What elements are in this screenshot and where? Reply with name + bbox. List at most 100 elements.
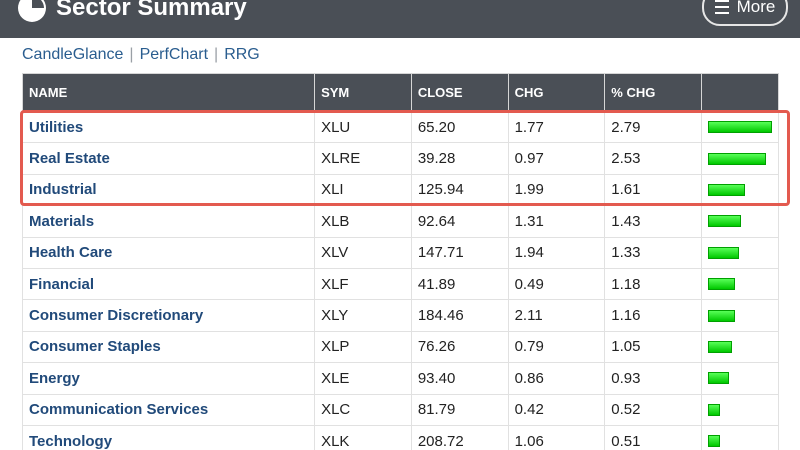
performance-bar-cell (700, 362, 780, 395)
col-pct-chg[interactable]: % CHG (604, 73, 702, 112)
table-row[interactable]: Technology XLK 208.72 1.06 0.51 (21, 424, 780, 450)
sector-symbol[interactable]: XLC (314, 393, 412, 426)
link-separator: | (129, 46, 134, 63)
percent-change-value: 1.33 (604, 236, 702, 269)
change-value: 0.79 (507, 330, 606, 364)
link-separator: | (214, 46, 219, 63)
performance-bar-cell (700, 205, 780, 238)
change-value: 0.97 (507, 142, 606, 175)
close-value: 65.20 (410, 110, 509, 144)
performance-bar-cell (700, 236, 780, 269)
performance-bar (707, 246, 739, 259)
change-value: 0.86 (507, 362, 606, 395)
header-bar: Sector Summary More (0, 0, 800, 38)
sector-symbol[interactable]: XLF (314, 267, 412, 301)
sector-name[interactable]: Financial (21, 267, 316, 301)
performance-bar (707, 183, 745, 196)
col-sym[interactable]: SYM (314, 73, 412, 112)
performance-bar-cell (700, 330, 780, 364)
table-row[interactable]: Financial XLF 41.89 0.49 1.18 (21, 267, 780, 301)
table-row[interactable]: Health Care XLV 147.71 1.94 1.33 (21, 236, 780, 269)
percent-change-value: 0.51 (604, 424, 702, 450)
performance-bar-cell (700, 424, 780, 450)
percent-change-value: 0.93 (604, 362, 702, 395)
view-links: CandleGlance | PerfChart | RRG (22, 46, 260, 64)
percent-change-value: 1.43 (604, 205, 702, 238)
percent-change-value: 0.52 (604, 393, 702, 426)
sector-symbol[interactable]: XLB (314, 205, 412, 238)
sector-symbol[interactable]: XLE (314, 362, 412, 395)
table-row[interactable]: Industrial XLI 125.94 1.99 1.61 (21, 173, 780, 207)
sector-name[interactable]: Materials (21, 205, 316, 238)
rrg-link[interactable]: RRG (224, 46, 260, 63)
sector-name[interactable]: Communication Services (21, 393, 316, 426)
table-row[interactable]: Consumer Discretionary XLY 184.46 2.11 1.16 (21, 299, 780, 332)
perfchart-link[interactable]: PerfChart (139, 46, 209, 63)
title-group: Sector Summary (18, 0, 247, 24)
performance-bar (707, 403, 720, 416)
sector-name[interactable]: Energy (21, 362, 316, 395)
change-value: 2.11 (507, 299, 606, 332)
performance-bar-cell (700, 393, 780, 426)
sector-symbol[interactable]: XLK (314, 424, 412, 450)
sector-name[interactable]: Utilities (21, 110, 316, 144)
candleglance-link[interactable]: CandleGlance (22, 46, 124, 63)
table-row[interactable]: Energy XLE 93.40 0.86 0.93 (21, 362, 780, 395)
change-value: 1.06 (507, 424, 606, 450)
close-value: 41.89 (410, 267, 509, 301)
close-value: 208.72 (410, 424, 509, 450)
sector-name[interactable]: Consumer Staples (21, 330, 316, 364)
performance-bar (707, 340, 732, 353)
pie-chart-icon (18, 0, 46, 22)
table-row[interactable]: Communication Services XLC 81.79 0.42 0.52 (21, 393, 780, 426)
sector-symbol[interactable]: XLY (314, 299, 412, 332)
change-value: 1.31 (507, 205, 606, 238)
menu-icon (714, 0, 729, 14)
change-value: 1.77 (507, 110, 606, 144)
close-value: 147.71 (410, 236, 509, 269)
percent-change-value: 1.61 (604, 173, 702, 207)
performance-bar-cell (700, 299, 780, 332)
performance-bar-cell (700, 173, 780, 207)
close-value: 184.46 (410, 299, 509, 332)
percent-change-value: 2.53 (604, 142, 702, 175)
table-row[interactable]: Utilities XLU 65.20 1.77 2.79 (21, 110, 780, 144)
sector-symbol[interactable]: XLP (314, 330, 412, 364)
col-bar (700, 73, 780, 112)
sector-name[interactable]: Technology (21, 424, 316, 450)
performance-bar (707, 435, 720, 448)
table-row[interactable]: Materials XLB 92.64 1.31 1.43 (21, 205, 780, 238)
change-value: 0.42 (507, 393, 606, 426)
sector-name[interactable]: Industrial (21, 173, 316, 207)
more-button[interactable]: More (702, 0, 788, 26)
col-close[interactable]: CLOSE (410, 73, 509, 112)
performance-bar-cell (700, 142, 780, 175)
performance-bar (707, 121, 772, 134)
col-name[interactable]: NAME (21, 73, 316, 112)
performance-bar-cell (700, 110, 780, 144)
change-value: 1.94 (507, 236, 606, 269)
sector-symbol[interactable]: XLV (314, 236, 412, 269)
close-value: 93.40 (410, 362, 509, 395)
sector-symbol[interactable]: XLU (314, 110, 412, 144)
table-row[interactable]: Real Estate XLRE 39.28 0.97 2.53 (21, 142, 780, 175)
table-row[interactable]: Consumer Staples XLP 76.26 0.79 1.05 (21, 330, 780, 364)
change-value: 0.49 (507, 267, 606, 301)
close-value: 81.79 (410, 393, 509, 426)
percent-change-value: 2.79 (604, 110, 702, 144)
sector-symbol[interactable]: XLI (314, 173, 412, 207)
sector-name[interactable]: Consumer Discretionary (21, 299, 316, 332)
performance-bar (707, 215, 741, 228)
close-value: 39.28 (410, 142, 509, 175)
sector-table: NAME SYM CLOSE CHG % CHG Utilities XLU 65.… (21, 73, 780, 450)
close-value: 76.26 (410, 330, 509, 364)
sector-name[interactable]: Real Estate (21, 142, 316, 175)
performance-bar (707, 372, 729, 385)
performance-bar (707, 309, 735, 322)
sector-symbol[interactable]: XLRE (314, 142, 412, 175)
col-chg[interactable]: CHG (507, 73, 606, 112)
close-value: 125.94 (410, 173, 509, 207)
performance-bar-cell (700, 267, 780, 301)
sector-name[interactable]: Health Care (21, 236, 316, 269)
